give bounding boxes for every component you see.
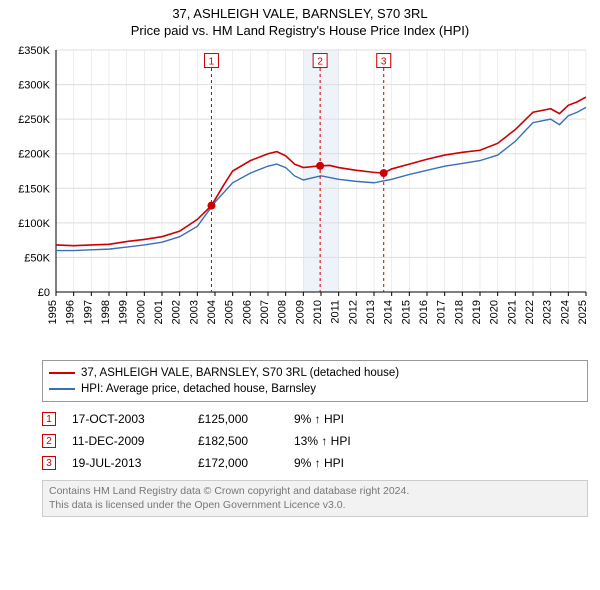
y-tick-label: £200K (18, 149, 50, 161)
sale-price: £125,000 (198, 412, 278, 426)
legend-swatch (49, 388, 75, 390)
x-tick-label: 1999 (118, 300, 130, 324)
y-tick-label: £150K (18, 183, 50, 195)
chart-area: £0 £50K £100K £150K £200K £250K £300K £350K 1995… (8, 44, 592, 354)
x-tick-label: 2023 (542, 300, 554, 324)
x-tick-label: 2012 (347, 300, 359, 324)
x-tick-label: 2011 (330, 300, 342, 324)
sale-price: £172,000 (198, 456, 278, 470)
sale-date: 11-DEC-2009 (72, 434, 182, 448)
sale-num-box: 3 (42, 456, 56, 470)
x-tick-label: 2002 (171, 300, 183, 324)
legend-swatch (49, 372, 75, 374)
x-tick-label: 2001 (153, 300, 165, 324)
x-tick-label: 2010 (312, 300, 324, 324)
sale-hpi: 13% ↑ HPI (294, 434, 374, 448)
x-tick-label: 2024 (559, 300, 571, 324)
legend-label: 37, ASHLEIGH VALE, BARNSLEY, S70 3RL (de… (81, 367, 399, 379)
x-tick-label: 2020 (489, 300, 501, 324)
x-tick-label: 2000 (135, 300, 147, 324)
sale-row: 2 11-DEC-2009 £182,500 13% ↑ HPI (42, 430, 588, 452)
sale-marker-dot (207, 202, 215, 210)
x-tick-label: 2007 (259, 300, 271, 324)
legend-label: HPI: Average price, detached house, Barn… (81, 383, 316, 395)
x-tick-label: 2016 (418, 300, 430, 324)
sales-table: 1 17-OCT-2003 £125,000 9% ↑ HPI 2 11-DEC-2009… (42, 408, 588, 474)
x-tick-label: 1997 (82, 300, 94, 324)
legend-row: HPI: Average price, detached house, Barn… (49, 381, 581, 397)
x-tick-label: 2005 (224, 300, 236, 324)
x-tick-label: 2008 (277, 300, 289, 324)
title-address: 37, ASHLEIGH VALE, BARNSLEY, S70 3RL (8, 6, 592, 21)
sale-hpi: 9% ↑ HPI (294, 412, 374, 426)
sale-marker-dot (380, 169, 388, 177)
x-tick-label: 2003 (188, 300, 200, 324)
chart-container: 37, ASHLEIGH VALE, BARNSLEY, S70 3RL Pri… (0, 0, 600, 525)
y-tick-label: £300K (18, 80, 50, 92)
x-tick-label: 1996 (65, 300, 77, 324)
sale-marker-dot (316, 162, 324, 170)
x-tick-label: 1995 (47, 300, 59, 324)
x-tick-label: 2004 (206, 300, 218, 324)
sale-num-box: 1 (42, 412, 56, 426)
footer-line2: This data is licensed under the Open Gov… (49, 499, 581, 513)
x-tick-label: 1998 (100, 300, 112, 324)
x-tick-label: 2017 (436, 300, 448, 324)
x-tick-label: 2015 (400, 300, 412, 324)
sale-marker-num: 1 (209, 57, 215, 68)
sale-marker-num: 2 (317, 57, 323, 68)
sale-marker-num: 3 (381, 57, 387, 68)
x-tick-label: 2018 (453, 300, 465, 324)
sale-row: 3 19-JUL-2013 £172,000 9% ↑ HPI (42, 452, 588, 474)
x-tick-label: 2013 (365, 300, 377, 324)
legend: 37, ASHLEIGH VALE, BARNSLEY, S70 3RL (de… (42, 360, 588, 402)
titles: 37, ASHLEIGH VALE, BARNSLEY, S70 3RL Pri… (8, 6, 592, 38)
sale-price: £182,500 (198, 434, 278, 448)
legend-row: 37, ASHLEIGH VALE, BARNSLEY, S70 3RL (de… (49, 365, 581, 381)
sale-hpi: 9% ↑ HPI (294, 456, 374, 470)
y-tick-label: £100K (18, 218, 50, 230)
y-tick-label: £250K (18, 114, 50, 126)
footer-line1: Contains HM Land Registry data © Crown c… (49, 485, 581, 499)
attribution-footer: Contains HM Land Registry data © Crown c… (42, 480, 588, 517)
x-tick-label: 2009 (294, 300, 306, 324)
line-chart: £0 £50K £100K £150K £200K £250K £300K £350K 1995… (8, 44, 592, 354)
sale-num-box: 2 (42, 434, 56, 448)
title-subtitle: Price paid vs. HM Land Registry's House … (8, 23, 592, 38)
x-tick-label: 2025 (577, 300, 589, 324)
x-tick-label: 2021 (506, 300, 518, 324)
sale-date: 17-OCT-2003 (72, 412, 182, 426)
y-tick-label: £0 (38, 287, 50, 299)
x-tick-label: 2019 (471, 300, 483, 324)
x-tick-label: 2022 (524, 300, 536, 324)
sale-row: 1 17-OCT-2003 £125,000 9% ↑ HPI (42, 408, 588, 430)
sale-date: 19-JUL-2013 (72, 456, 182, 470)
x-tick-label: 2014 (383, 300, 395, 324)
y-tick-label: £50K (24, 252, 50, 264)
y-tick-label: £350K (18, 45, 50, 57)
x-tick-label: 2006 (241, 300, 253, 324)
